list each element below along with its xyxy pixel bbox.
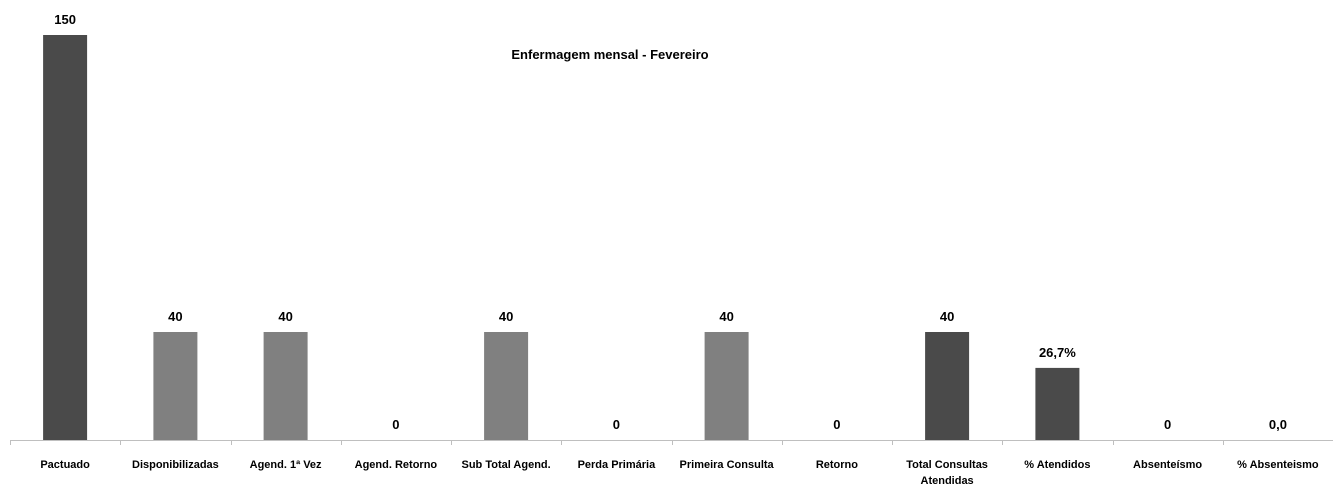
bar-6: [704, 332, 749, 440]
data-labels-group: 150 40 40 0 40 0 40 0 40 26,7% 0 0,0: [54, 12, 1287, 432]
x-tick-label-4: Sub Total Agend.: [461, 459, 550, 471]
data-label-7: 0: [833, 417, 840, 432]
chart-title: Enfermagem mensal - Fevereiro: [511, 47, 708, 62]
data-label-5: 0: [613, 417, 620, 432]
x-tick-label-7: Retorno: [816, 459, 858, 471]
x-tick-label-9: % Atendidos: [1024, 459, 1090, 471]
x-tick-label-5: Perda Primária: [578, 459, 657, 471]
data-label-6: 40: [719, 309, 733, 324]
x-axis: [10, 440, 1333, 445]
bar-0: [43, 35, 88, 440]
bar-1: [153, 332, 198, 440]
data-label-10: 0: [1164, 417, 1171, 432]
data-label-1: 40: [168, 309, 182, 324]
bar-8: [925, 332, 970, 440]
data-label-11: 0,0: [1269, 417, 1287, 432]
x-tick-label-8: Total Consultas Atendidas: [906, 459, 988, 487]
data-label-9: 26,7%: [1039, 345, 1076, 360]
data-label-4: 40: [499, 309, 513, 324]
x-tick-label-11: % Absenteismo: [1237, 459, 1319, 471]
bar-4: [484, 332, 529, 440]
x-tick-label-0: Pactuado: [40, 459, 90, 471]
x-tick-label-10: Absenteísmo: [1133, 459, 1202, 471]
x-tick-labels-group: Pactuado Disponibilizadas Agend. 1ª Vez Age…: [40, 459, 1319, 487]
bar-2: [263, 332, 308, 440]
data-label-8: 40: [940, 309, 954, 324]
data-label-2: 40: [278, 309, 292, 324]
bars-group: [43, 35, 1080, 440]
x-tick-label-6: Primeira Consulta: [680, 459, 775, 471]
data-label-0: 150: [54, 12, 76, 27]
bar-9: [1035, 367, 1080, 440]
data-label-3: 0: [392, 417, 399, 432]
x-tick-label-2: Agend. 1ª Vez: [250, 459, 322, 471]
x-tick-label-1: Disponibilizadas: [132, 459, 219, 471]
x-tick-label-3: Agend. Retorno: [355, 459, 438, 471]
